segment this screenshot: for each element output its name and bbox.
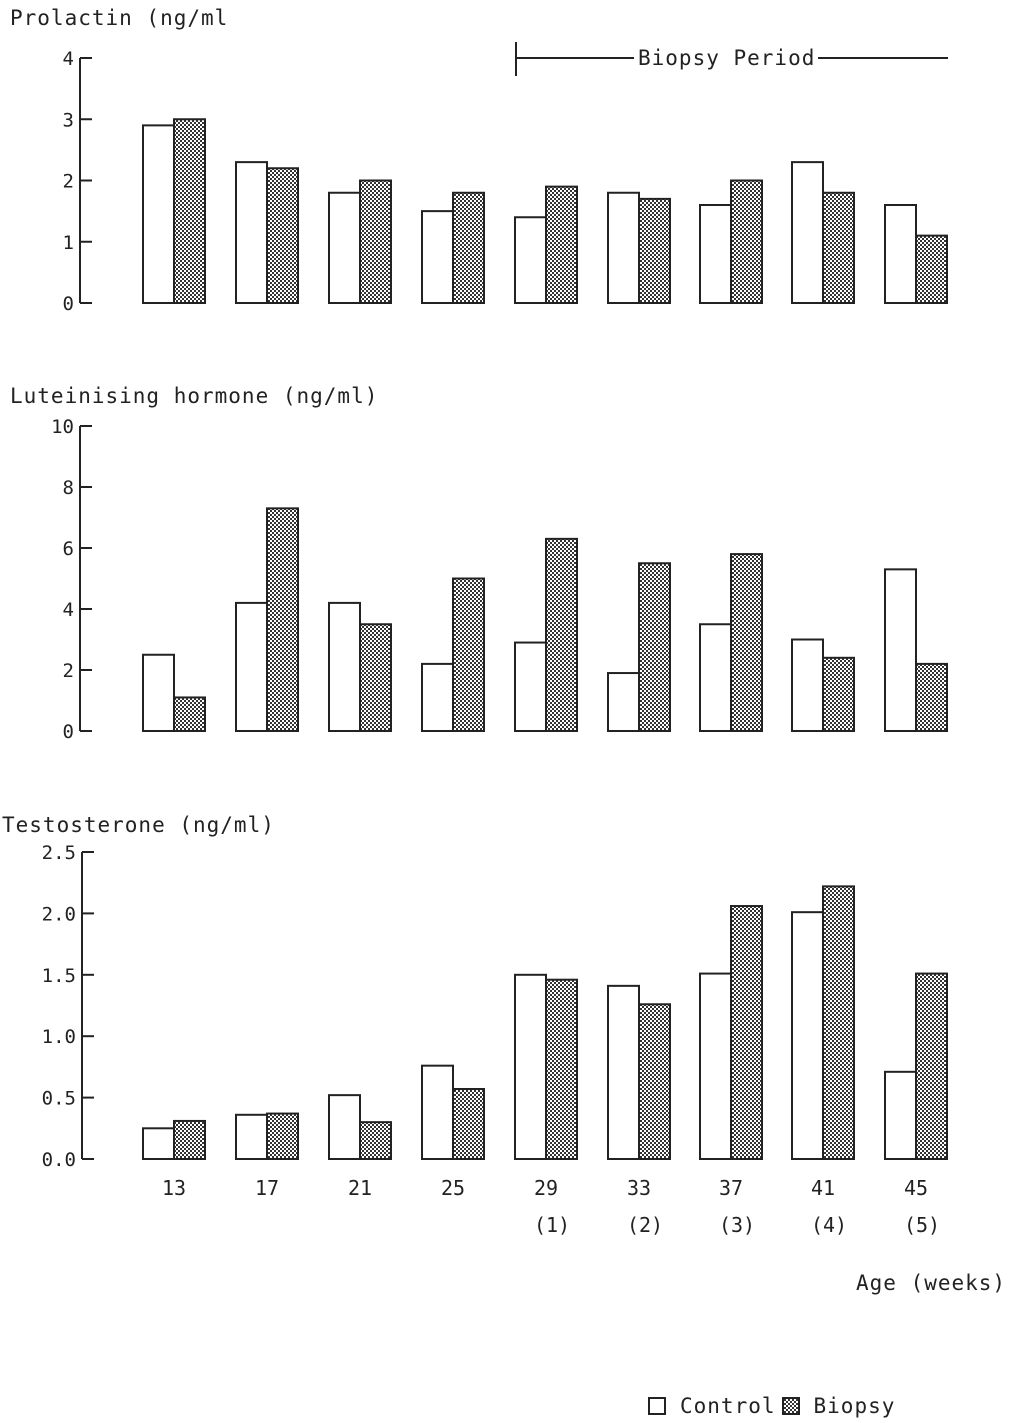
lh-bar-biopsy: [730, 553, 763, 732]
x-tick-label: 21: [348, 1176, 372, 1200]
prolactin-bar-control: [514, 216, 547, 304]
lh-bar-biopsy: [915, 662, 948, 733]
prolactin-bar-biopsy: [822, 191, 855, 304]
x-tick-sublabel: (5): [904, 1213, 940, 1237]
lh-y-tick-label: 6: [63, 538, 74, 560]
testosterone-bar-biopsy: [730, 905, 763, 1160]
prolactin-y-tick-label: 3: [63, 109, 74, 131]
x-tick-label: 37: [719, 1176, 743, 1200]
prolactin-bar-control: [328, 191, 361, 304]
prolactin-bar-biopsy: [638, 197, 671, 304]
x-tick-sublabel: (4): [811, 1213, 847, 1237]
lh-bar-biopsy: [822, 656, 855, 732]
lh-bar-control: [142, 653, 175, 732]
prolactin-bar-biopsy: [915, 234, 948, 304]
lh-bar-control: [607, 672, 640, 732]
x-tick-label: 45: [904, 1176, 928, 1200]
testosterone-bar-control: [328, 1094, 361, 1161]
x-tick-sublabel: (3): [719, 1213, 755, 1237]
lh-bar-biopsy: [266, 507, 299, 732]
lh-y-tick-label: 4: [63, 599, 74, 621]
testosterone-bar-control: [884, 1070, 917, 1161]
prolactin-bar-control: [421, 210, 454, 304]
lh-bar-biopsy: [545, 537, 578, 732]
testosterone-y-tick-label: 2.5: [42, 842, 76, 864]
lh-bar-control: [235, 601, 268, 733]
x-tick-label: 25: [441, 1176, 465, 1200]
prolactin-bar-biopsy: [266, 167, 299, 304]
prolactin-bar-biopsy: [359, 179, 392, 304]
prolactin-bar-control: [235, 161, 268, 304]
testosterone-bar-biopsy: [638, 1003, 671, 1160]
legend-control-swatch: [648, 1397, 666, 1415]
testosterone-bar-biopsy: [266, 1112, 299, 1160]
x-tick-label: 13: [162, 1176, 186, 1200]
lh-bar-biopsy: [452, 577, 485, 732]
testosterone-bar-biopsy: [822, 885, 855, 1160]
lh-y-tick-label: 2: [63, 660, 74, 682]
x-tick-label: 17: [255, 1176, 279, 1200]
x-axis-label: Age (weeks): [856, 1271, 1007, 1295]
prolactin-bar-biopsy: [545, 185, 578, 304]
lh-title: Luteinising hormone (ng/ml): [10, 384, 379, 408]
testosterone-bar-control: [791, 911, 824, 1160]
lh-bar-control: [328, 601, 361, 733]
prolactin-bar-biopsy: [452, 191, 485, 304]
lh-y-tick-label: 0: [63, 721, 74, 743]
legend-control-label: Control: [680, 1394, 776, 1418]
x-tick-sublabel: (1): [534, 1213, 570, 1237]
testosterone-bar-biopsy: [173, 1119, 206, 1161]
testosterone-bar-control: [607, 984, 640, 1160]
lh-bar-control: [421, 662, 454, 733]
testosterone-bar-biopsy: [359, 1121, 392, 1161]
prolactin-bar-control: [884, 204, 917, 304]
lh-bar-biopsy: [359, 623, 392, 732]
biopsy-period-label: Biopsy Period: [638, 46, 816, 70]
lh-bar-control: [791, 638, 824, 732]
testosterone-bar-control: [421, 1064, 454, 1160]
testosterone-y-tick-label: 1.5: [42, 965, 76, 987]
lh-bar-biopsy: [638, 562, 671, 732]
testosterone-y-tick-label: 0.0: [42, 1149, 76, 1171]
prolactin-bar-control: [699, 204, 732, 304]
testosterone-y-tick-label: 0.5: [42, 1088, 76, 1110]
prolactin-title: Prolactin (ng/ml: [10, 6, 229, 30]
lh-y-tick-label: 10: [51, 416, 74, 438]
testosterone-bar-control: [514, 973, 547, 1160]
prolactin-bar-biopsy: [730, 179, 763, 304]
lh-y-tick-label: 8: [63, 477, 74, 499]
testosterone-bar-control: [699, 972, 732, 1161]
prolactin-bar-control: [142, 124, 175, 304]
testosterone-y-tick-label: 1.0: [42, 1026, 76, 1048]
prolactin-y-tick-label: 2: [63, 171, 74, 193]
lh-bar-control: [514, 641, 547, 732]
testosterone-bar-biopsy: [452, 1088, 485, 1161]
prolactin-y-tick-label: 4: [63, 48, 74, 70]
testosterone-bar-biopsy: [915, 972, 948, 1161]
x-tick-label: 29: [534, 1176, 558, 1200]
legend-biopsy-label: Biopsy: [813, 1394, 896, 1418]
testosterone-bar-control: [142, 1127, 175, 1161]
legend-biopsy-swatch: [781, 1397, 800, 1415]
lh-bar-control: [884, 568, 917, 732]
prolactin-bar-control: [607, 191, 640, 304]
testosterone-bar-biopsy: [545, 978, 578, 1160]
prolactin-y-tick-label: 0: [63, 293, 74, 315]
lh-bar-biopsy: [173, 696, 206, 733]
prolactin-bar-biopsy: [173, 118, 206, 304]
lh-bar-control: [699, 623, 732, 732]
x-tick-label: 41: [811, 1176, 835, 1200]
testosterone-y-tick-label: 2.0: [42, 903, 76, 925]
testosterone-bar-control: [235, 1113, 268, 1160]
testosterone-title: Testosterone (ng/ml): [2, 813, 275, 837]
x-tick-label: 33: [627, 1176, 651, 1200]
prolactin-bar-control: [791, 161, 824, 304]
legend: Control Biopsy: [648, 1394, 895, 1418]
x-tick-sublabel: (2): [627, 1213, 663, 1237]
prolactin-y-tick-label: 1: [63, 232, 74, 254]
